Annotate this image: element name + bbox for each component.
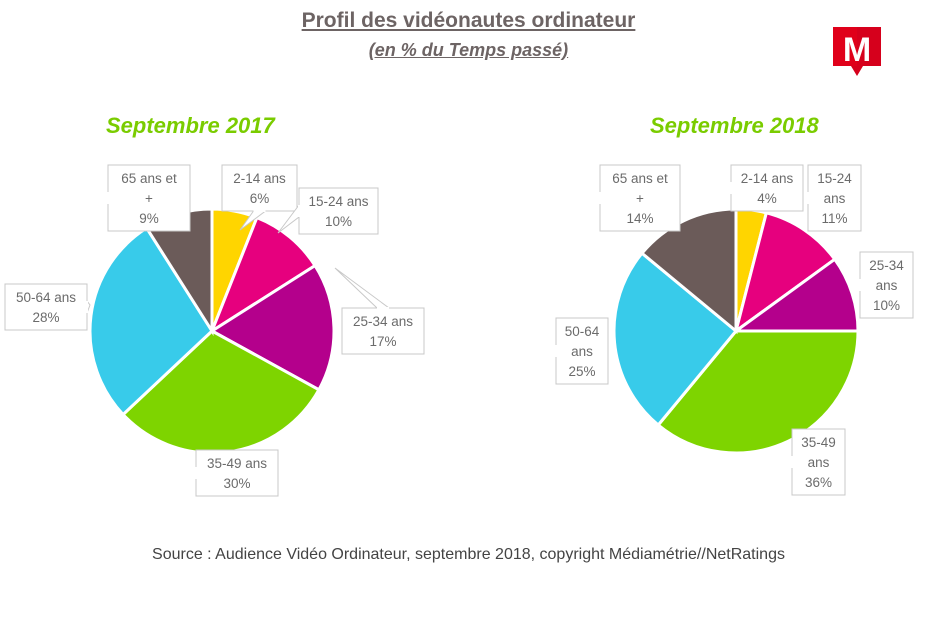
svg-text:ans: ans xyxy=(876,278,898,293)
svg-text:35-49: 35-49 xyxy=(801,435,836,450)
svg-text:6%: 6% xyxy=(250,191,270,206)
data-label-2018-1: 15-24 ans 11% xyxy=(807,164,862,232)
data-label-2018-5: 65 ans et +14% xyxy=(599,164,681,232)
svg-text:2-14 ans: 2-14 ans xyxy=(233,171,286,186)
data-label-2018-2: 25-34 ans 10% xyxy=(859,251,914,319)
data-label-2018-4: 50-64 ans 25% xyxy=(555,317,609,385)
svg-text:50-64 ans: 50-64 ans xyxy=(16,290,76,305)
data-label-2017-5: 65 ans et +9% xyxy=(107,164,191,232)
svg-text:11%: 11% xyxy=(821,211,847,226)
svg-text:9%: 9% xyxy=(139,211,159,226)
pie-slice-2018-3 xyxy=(656,329,860,455)
pie-slice-2018-1 xyxy=(733,211,837,335)
pie-slice-2017-4 xyxy=(88,225,214,417)
svg-text:10%: 10% xyxy=(873,298,900,313)
svg-text:14%: 14% xyxy=(626,211,653,226)
data-label-2018-3: 35-49 ans 36% xyxy=(791,428,846,496)
svg-text:17%: 17% xyxy=(369,334,396,349)
svg-text:25-34 ans: 25-34 ans xyxy=(353,314,413,329)
chart-2018-title: Septembre 2018 xyxy=(650,113,819,138)
svg-text:10%: 10% xyxy=(325,214,352,229)
svg-text:+: + xyxy=(145,191,153,206)
mediametrie-logo: M xyxy=(833,27,881,76)
data-label-2017-1: 15-24 ans 10% xyxy=(277,187,379,235)
svg-text:25-34: 25-34 xyxy=(869,258,904,273)
svg-text:36%: 36% xyxy=(805,475,832,490)
svg-text:ans: ans xyxy=(571,344,593,359)
data-label-2017-0: 2-14 ans 6% xyxy=(221,164,298,231)
svg-text:15-24: 15-24 xyxy=(817,171,852,186)
pie-slice-2018-4 xyxy=(612,251,739,428)
pie-slice-2018-5 xyxy=(639,207,738,335)
data-label-2018-0: 2-14 ans 4% xyxy=(730,164,804,212)
svg-text:65 ans et: 65 ans et xyxy=(612,171,668,186)
chart-subtitle: (en % du Temps passé) xyxy=(368,40,569,60)
chart-2017-title: Septembre 2017 xyxy=(106,113,275,138)
svg-text:25%: 25% xyxy=(568,364,595,379)
svg-text:28%: 28% xyxy=(32,310,59,325)
svg-text:65 ans et: 65 ans et xyxy=(121,171,177,186)
svg-text:30%: 30% xyxy=(223,476,250,491)
svg-text:4%: 4% xyxy=(757,191,777,206)
svg-text:2-14 ans: 2-14 ans xyxy=(741,171,794,186)
svg-text:+: + xyxy=(636,191,644,206)
svg-text:ans: ans xyxy=(808,455,830,470)
pie-slice-2017-2 xyxy=(209,263,336,392)
svg-text:15-24 ans: 15-24 ans xyxy=(308,194,368,209)
svg-text:M: M xyxy=(843,31,871,69)
data-label-2017-2: 25-34 ans 17% xyxy=(334,267,425,355)
svg-text:50-64: 50-64 xyxy=(565,324,600,339)
chart-title: Profil des vidéonautes ordinateur xyxy=(301,9,636,32)
svg-text:35-49 ans: 35-49 ans xyxy=(207,456,267,471)
data-label-2017-4: 50-64 ans 28% xyxy=(4,283,91,331)
data-label-2017-3: 35-49 ans 30% xyxy=(195,449,279,497)
source-note: Source : Audience Vidéo Ordinateur, sept… xyxy=(152,546,785,563)
svg-text:ans: ans xyxy=(824,191,846,206)
